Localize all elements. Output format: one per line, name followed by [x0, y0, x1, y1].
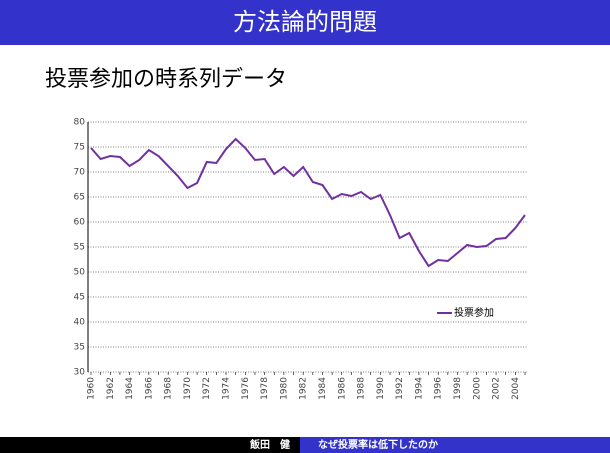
x-tick-label: 1976 — [241, 377, 251, 400]
y-tick-label: 75 — [74, 143, 85, 153]
x-tick-label: 2002 — [492, 377, 502, 400]
x-tick-label: 1992 — [395, 377, 405, 400]
y-tick-label: 55 — [74, 243, 85, 253]
slide-subtitle: 投票参加の時系列データ — [45, 67, 287, 92]
x-tick-label: 1982 — [299, 377, 309, 400]
y-tick-label: 70 — [74, 168, 86, 178]
slide-title: 方法論的問題 — [233, 8, 377, 36]
y-tick-label: 35 — [74, 343, 85, 353]
y-tick-label: 30 — [74, 368, 86, 378]
x-tick-label: 1990 — [376, 377, 386, 400]
x-tick-label: 1986 — [337, 377, 347, 400]
x-tick-label: 1962 — [106, 377, 116, 400]
x-tick-label: 1994 — [414, 377, 424, 400]
footer-author: 飯田 健 — [249, 438, 290, 451]
x-tick-label: 1980 — [279, 377, 289, 400]
header-bar — [0, 0, 610, 45]
footer-box — [300, 437, 610, 453]
y-tick-label: 65 — [74, 193, 85, 203]
x-tick-label: 1960 — [87, 377, 97, 400]
x-tick-label: 2004 — [511, 377, 521, 400]
line — [90, 137, 526, 268]
x-tick-label: 2000 — [472, 377, 482, 400]
footer-topic: なぜ投票率は低下したのか — [318, 438, 438, 451]
x-tick-label: 1964 — [125, 377, 135, 400]
x-tick-label: 1996 — [434, 377, 444, 400]
y-tick-label: 45 — [74, 293, 85, 303]
x-tick-label: 1978 — [260, 377, 270, 400]
y-tick-label: 50 — [74, 268, 86, 278]
y-tick-label: 60 — [74, 218, 86, 228]
x-tick-label: 1988 — [357, 377, 367, 400]
x-tick-label: 1974 — [222, 377, 232, 400]
y-tick-label: 80 — [74, 118, 86, 128]
x-tick-label: 1984 — [318, 377, 328, 400]
x-tick-label: 1968 — [164, 377, 174, 400]
x-tick-label: 1970 — [183, 377, 193, 400]
y-tick-label: 40 — [74, 318, 86, 328]
x-tick-label: 1966 — [144, 377, 154, 400]
legend-label: 投票参加 — [454, 306, 494, 319]
x-tick-label: 1998 — [453, 377, 463, 400]
x-tick-label: 1972 — [202, 377, 212, 400]
